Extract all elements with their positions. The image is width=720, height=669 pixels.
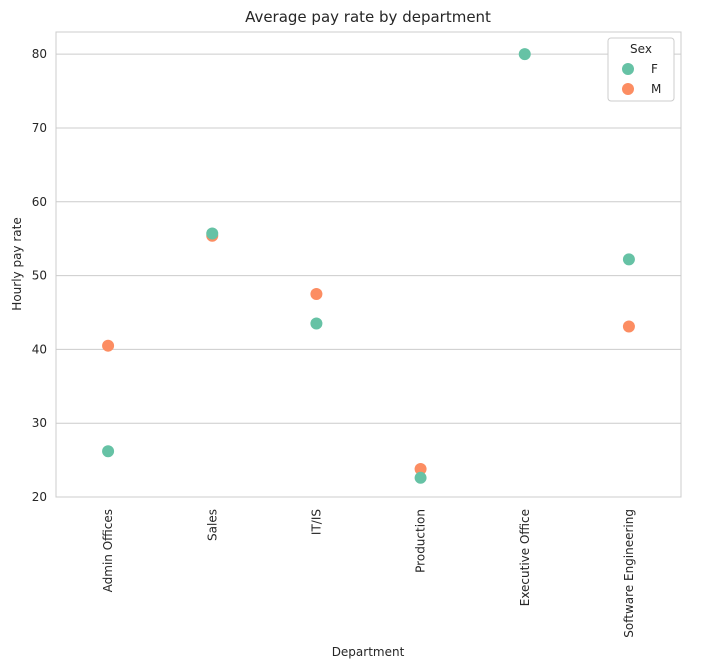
- data-point-f: [414, 471, 427, 484]
- y-tick-label: 20: [32, 490, 47, 504]
- x-tick-label: Production: [414, 509, 428, 573]
- x-tick-label: Executive Office: [518, 509, 532, 606]
- x-axis: Admin Offices Sales IT/IS Production Executi…: [101, 509, 636, 638]
- x-tick-label: Software Engineering: [622, 509, 636, 638]
- y-tick-label: 40: [32, 342, 47, 356]
- x-tick-label: Admin Offices: [101, 509, 115, 592]
- y-tick-label: 30: [32, 416, 47, 430]
- data-point-f: [102, 445, 115, 458]
- y-tick-label: 60: [32, 195, 47, 209]
- y-axis-label: Hourly pay rate: [10, 217, 24, 310]
- points: [102, 48, 635, 484]
- data-point-f: [622, 253, 635, 266]
- data-point-f: [206, 227, 219, 240]
- legend-label-f: F: [651, 62, 658, 76]
- data-point-m: [102, 339, 115, 352]
- grid: [56, 53, 681, 498]
- legend-label-m: M: [651, 82, 661, 96]
- y-tick-label: 70: [32, 121, 47, 135]
- y-tick-label: 80: [32, 47, 47, 61]
- y-tick-label: 50: [32, 269, 47, 283]
- data-point-m: [622, 320, 635, 333]
- data-point-m: [310, 288, 323, 301]
- x-tick-label: Sales: [205, 509, 219, 541]
- chart-title: Average pay rate by department: [245, 8, 491, 26]
- data-point-m: [414, 462, 427, 475]
- legend-marker-m: [622, 83, 634, 95]
- x-tick-label: IT/IS: [309, 509, 323, 535]
- plot-frame: [55, 31, 682, 498]
- y-axis: 20 30 40 50 60 70 80: [32, 47, 47, 504]
- legend-title: Sex: [630, 42, 652, 56]
- data-point-f: [518, 48, 531, 61]
- legend: Sex F M: [607, 37, 675, 102]
- legend-marker-f: [622, 63, 634, 75]
- x-axis-label: Department: [332, 645, 405, 659]
- data-point-f: [310, 317, 323, 330]
